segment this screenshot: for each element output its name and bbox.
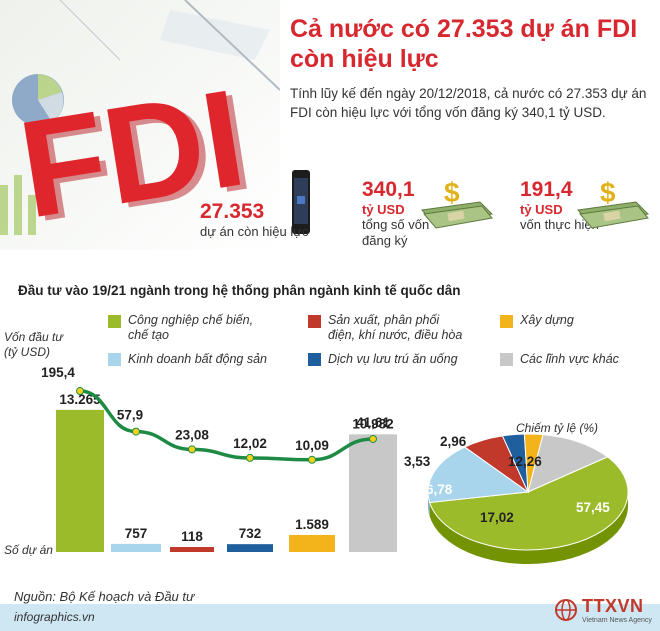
legend-label: điện, khí nước, điều hòa xyxy=(328,328,463,342)
bar-line-chart: 13.265 757 118 732 1.589 10.982 195,4 57,9 23,08… xyxy=(41,365,397,552)
money-icon: $ xyxy=(418,174,496,230)
line-label-2: 23,08 xyxy=(175,427,209,442)
bar-label-4: 1.589 xyxy=(295,517,329,532)
stat-projects-value: 27.353 xyxy=(200,200,265,223)
site-name: infographics.vn xyxy=(14,610,95,624)
bar-3 xyxy=(227,544,273,552)
pie-label-0: 57,45 xyxy=(576,500,610,515)
bar-label-2: 118 xyxy=(181,529,203,544)
stat-projects: 27.353 dự án còn hiệu lực xyxy=(200,200,310,240)
stat-projects-caption: dự án còn hiệu lực xyxy=(200,224,309,239)
hero-illustration: FDI FDI xyxy=(0,0,280,250)
svg-text:$: $ xyxy=(444,177,460,208)
legend-label: Xây dựng xyxy=(520,313,574,327)
legend-label: Dịch vụ lưu trú ăn uống xyxy=(328,352,458,366)
agency-subtitle: Vietnam News Agency xyxy=(582,617,652,624)
line-y-axis-label-line1: Vốn đầu tư xyxy=(4,330,63,344)
agency-logo: TTXVN Vietnam News Agency xyxy=(548,596,658,630)
legend-swatch-manufacturing xyxy=(108,315,121,328)
bar-label-1: 757 xyxy=(125,526,148,541)
legend-item-construction: Xây dựng xyxy=(520,313,574,328)
legend-item-hospitality: Dịch vụ lưu trú ăn uống xyxy=(328,352,458,367)
line-label-1: 57,9 xyxy=(117,408,143,423)
line-point-1 xyxy=(132,427,140,436)
legend-swatch-hospitality xyxy=(308,353,321,366)
legend-label: chế tạo xyxy=(128,328,170,342)
stat-registered-caption: tổng số vốn đăng ký xyxy=(362,217,430,248)
capital-line xyxy=(79,389,374,462)
line-point-2 xyxy=(188,445,196,454)
pie-chart: 57,45 17,02 6,78 3,53 2,96 12,26 xyxy=(404,433,629,564)
globe-icon xyxy=(555,599,577,621)
legend-item-other: Các lĩnh vực khác xyxy=(520,352,619,367)
pie-side-0 xyxy=(429,492,628,564)
line-y-axis-label-line2: (tỷ USD) xyxy=(4,345,50,359)
pie-slice-5 xyxy=(527,434,609,493)
bar-5 xyxy=(349,434,397,552)
stat-registered-value: 340,1 xyxy=(362,178,415,201)
source-note: Nguồn: Bộ Kế hoạch và Đầu tư xyxy=(14,589,195,604)
legend-swatch-real-estate xyxy=(108,353,121,366)
bar-label-0: 13.265 xyxy=(59,392,101,407)
line-point-3 xyxy=(246,453,254,462)
pie-label-5: 12,26 xyxy=(508,454,542,469)
stat-implemented-unit: tỷ USD xyxy=(520,202,563,217)
money-icon-2: $ xyxy=(574,174,652,230)
stat-implemented: 191,4 tỷ USD vốn thực hiện xyxy=(520,178,620,233)
lead-paragraph: Tính lũy kế đến ngày 20/12/2018, cả nước… xyxy=(290,86,647,120)
line-y-axis-label: Vốn đầu tư (tỷ USD) xyxy=(4,330,63,360)
pie-slice-1 xyxy=(427,446,530,504)
fdi-shadow: FDI xyxy=(17,65,261,250)
legend-label: Các lĩnh vực khác xyxy=(520,352,619,366)
footer-bar xyxy=(0,604,660,631)
stat-registered-unit: tỷ USD xyxy=(362,202,405,217)
line-point-4 xyxy=(308,455,316,464)
legend-swatch-utilities xyxy=(308,315,321,328)
section-heading: Đầu tư vào 19/21 ngành trong hệ thống ph… xyxy=(18,283,461,298)
line-label-0: 195,4 xyxy=(41,365,75,380)
pie-label-4: 2,96 xyxy=(440,434,467,449)
legend-item-manufacturing: Công nghiệp chế biến, chế tạo xyxy=(128,313,253,343)
line-label-5: 41,61 xyxy=(356,415,390,430)
legend-label: Sản xuất, phân phối xyxy=(328,313,440,327)
fdi-word: FDI xyxy=(10,61,254,248)
bar-label-3: 732 xyxy=(239,526,262,541)
line-label-3: 12,02 xyxy=(233,436,267,451)
line-label-4: 10,09 xyxy=(295,438,329,453)
bar-label-5: 10.982 xyxy=(352,416,393,431)
agency-name: TTXVN xyxy=(582,596,644,616)
phone-icon xyxy=(290,168,312,236)
bar-y-axis-label: Số dự án xyxy=(4,543,53,557)
page-title-line2: còn hiệu lực xyxy=(290,45,439,73)
legend-swatch-construction xyxy=(500,315,513,328)
bar-1 xyxy=(111,543,161,552)
line-point-5 xyxy=(369,434,377,443)
hero-graphic: FDI FDI xyxy=(0,0,280,250)
bar-2 xyxy=(170,547,214,552)
pie-label-2: 6,78 xyxy=(426,482,453,497)
bar-0 xyxy=(56,409,104,552)
line-point-0 xyxy=(76,387,84,396)
legend-swatch-other xyxy=(500,353,513,366)
stat-implemented-value: 191,4 xyxy=(520,178,573,201)
fdi-wordmark: FDI FDI xyxy=(10,61,260,250)
svg-text:$: $ xyxy=(600,177,616,208)
stat-registered: 340,1 tỷ USD tổng số vốn đăng ký xyxy=(362,178,462,249)
pie-label-3: 3,53 xyxy=(404,454,431,469)
pie-label-1: 17,02 xyxy=(480,510,514,525)
stat-implemented-caption: vốn thực hiện xyxy=(520,217,599,232)
bar-4 xyxy=(289,534,335,552)
page-title: Cả nước có 27.353 dự án FDI còn hiệu lực xyxy=(290,14,650,74)
legend-item-real-estate: Kinh doanh bất động sản xyxy=(128,352,267,367)
legend-item-utilities: Sản xuất, phân phối điện, khí nước, điều… xyxy=(328,313,462,343)
legend-label: Kinh doanh bất động sản xyxy=(128,352,268,366)
pie-title: Chiếm tỷ lệ (%) xyxy=(516,421,599,435)
pie-slice-4 xyxy=(523,433,544,493)
page-title-line1: Cả nước có 27.353 dự án FDI xyxy=(290,15,638,43)
pie-slice-0 xyxy=(428,456,629,551)
legend-label: Công nghiệp chế biến, xyxy=(128,313,254,327)
